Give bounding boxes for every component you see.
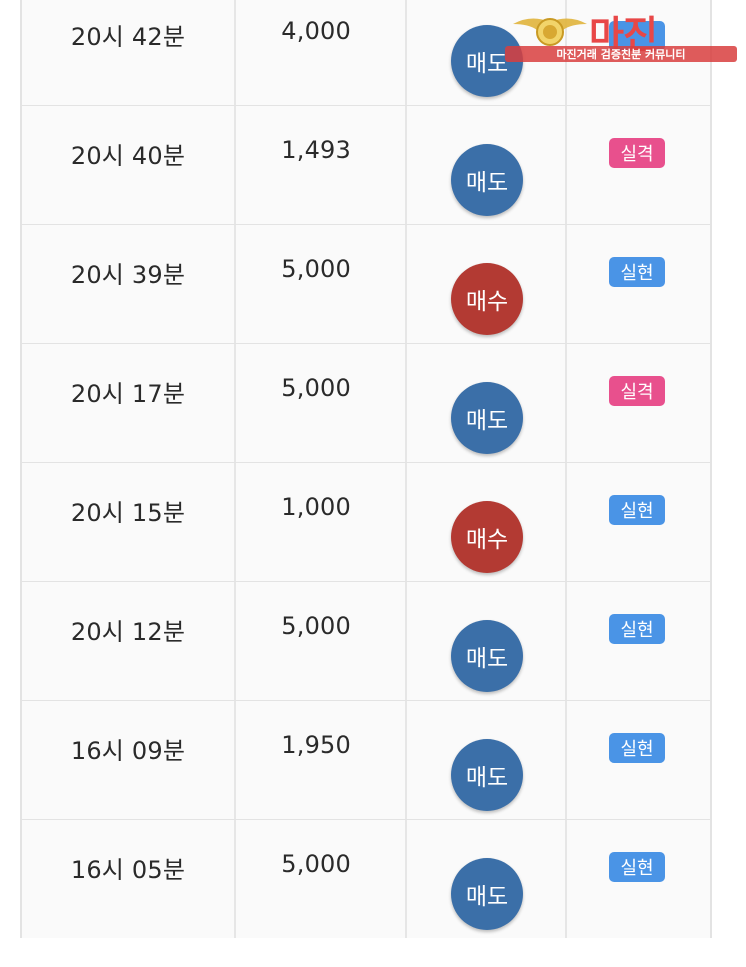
eagle-emblem-icon [513,18,587,46]
result-realized-badge: 실현 [609,852,665,882]
amount-cell: 5,000 [236,582,407,700]
amount-cell: 1,000 [236,463,407,581]
sell-badge: 매도 [451,739,523,811]
side-cell: 매도 [407,344,567,462]
trade-time: 20시 39분 [70,261,186,289]
side-cell: 매도 [407,582,567,700]
trade-amount: 1,950 [281,731,351,759]
table-row: 20시 12분 5,000 매도 실현 [22,581,710,700]
trade-amount: 5,000 [281,612,351,640]
trade-time: 16시 09분 [70,737,186,765]
sell-badge: 매도 [451,382,523,454]
amount-cell: 4,000 [236,0,407,105]
sell-badge: 매도 [451,620,523,692]
result-cell: 실현 [567,820,706,938]
sell-badge: 매도 [451,858,523,930]
result-cell: 실현 [567,582,706,700]
watermark-logo: 마진 마진거래 검증친분 커뮤니티 [505,8,737,66]
result-realized-badge: 실현 [609,614,665,644]
result-cell: 실격 [567,106,706,224]
amount-cell: 5,000 [236,820,407,938]
trade-time: 20시 42분 [70,23,186,51]
amount-cell: 1,493 [236,106,407,224]
result-realized-badge: 실현 [609,257,665,287]
amount-cell: 1,950 [236,701,407,819]
result-cell: 실현 [567,701,706,819]
sell-badge: 매도 [451,25,523,97]
side-cell: 매도 [407,0,567,105]
trade-amount: 4,000 [281,17,351,45]
time-cell: 20시 40분 [22,106,236,224]
trade-history-table: 20시 42분 4,000 매도 20시 40분 1,493 매도 실격 20시 39분 5,0… [20,0,712,938]
trade-time: 20시 40분 [70,142,186,170]
trade-amount: 5,000 [281,374,351,402]
buy-badge: 매수 [451,263,523,335]
result-realized-badge: 실현 [609,733,665,763]
result-failed-badge: 실격 [609,376,665,406]
result-cell: 실현 [567,225,706,343]
trade-amount: 1,000 [281,493,351,521]
side-cell: 매수 [407,225,567,343]
trade-time: 16시 05분 [70,856,186,884]
sell-badge: 매도 [451,144,523,216]
result-cell: 실격 [567,344,706,462]
trade-amount: 5,000 [281,255,351,283]
table-row: 20시 15분 1,000 매수 실현 [22,462,710,581]
watermark-subtitle: 마진거래 검증친분 커뮤니티 [505,46,737,62]
trade-time: 20시 15분 [70,499,186,527]
result-cell: 실현 [567,463,706,581]
table-row: 20시 40분 1,493 매도 실격 [22,105,710,224]
time-cell: 20시 15분 [22,463,236,581]
amount-cell: 5,000 [236,225,407,343]
side-cell: 매도 [407,701,567,819]
time-cell: 16시 09분 [22,701,236,819]
trade-amount: 5,000 [281,850,351,878]
table-row: 16시 09분 1,950 매도 실현 [22,700,710,819]
time-cell: 20시 12분 [22,582,236,700]
result-failed-badge: 실격 [609,138,665,168]
table-row: 20시 17분 5,000 매도 실격 [22,343,710,462]
result-realized-badge: 실현 [609,495,665,525]
time-cell: 20시 42분 [22,0,236,105]
side-cell: 매도 [407,106,567,224]
time-cell: 20시 39분 [22,225,236,343]
time-cell: 20시 17분 [22,344,236,462]
amount-cell: 5,000 [236,344,407,462]
table-row: 20시 39분 5,000 매수 실현 [22,224,710,343]
trade-time: 20시 12분 [70,618,186,646]
time-cell: 16시 05분 [22,820,236,938]
trade-time: 20시 17분 [70,380,186,408]
side-cell: 매도 [407,820,567,938]
buy-badge: 매수 [451,501,523,573]
trade-amount: 1,493 [281,136,351,164]
side-cell: 매수 [407,463,567,581]
table-row: 16시 05분 5,000 매도 실현 [22,819,710,938]
